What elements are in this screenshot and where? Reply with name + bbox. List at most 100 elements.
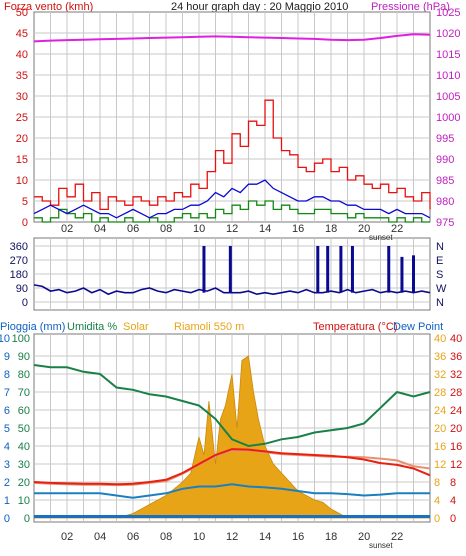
x-tick-label: 02 [61, 223, 73, 235]
solar-tick-label: 12 [434, 459, 446, 471]
x-tick-label: 12 [226, 531, 238, 543]
rain-line [34, 483, 430, 499]
y2-tick-label: 985 [436, 175, 454, 187]
sunset-label-top: sunset [369, 233, 393, 242]
direction-tick-label: 0 [22, 297, 28, 309]
humidity-line [33, 364, 431, 448]
rain-tick-label: 2 [4, 477, 10, 489]
x-tick-label: 02 [61, 531, 73, 543]
y2-tick-label: 1000 [436, 112, 460, 124]
wind-speed-title: Forza vento (kmh) [4, 1, 93, 13]
compass-tick-label: S [436, 269, 443, 281]
y2-tick-label: 1020 [436, 28, 460, 40]
temperature-line [33, 448, 431, 486]
temp-tick-label: 28 [450, 387, 462, 399]
y-tick-label: 15 [16, 154, 28, 166]
y-tick-label: 10 [16, 175, 28, 187]
y-tick-label: 35 [16, 70, 28, 82]
y2-tick-label: 1015 [436, 49, 460, 61]
humidity-tick-label: 90 [18, 351, 30, 363]
humidity-tick-label: 10 [18, 495, 30, 507]
y2-tick-label: 995 [436, 133, 454, 145]
compass-tick-label: E [436, 255, 443, 267]
temp-tick-label: 20 [450, 423, 462, 435]
rain-tick-label: 9 [4, 351, 10, 363]
rain-tick-label: 5 [4, 423, 10, 435]
solar-tick-label: 32 [434, 369, 446, 381]
temperature-title: Temperatura (°C) [313, 321, 397, 333]
solar-tick-label: 20 [434, 423, 446, 435]
altitude-title: Riamoli 550 m [174, 321, 244, 333]
temp-tick-label: 36 [450, 351, 462, 363]
plot-layer: 0202040406060808101012121414161618182020… [0, 7, 462, 543]
wind-gust-line [34, 99, 431, 211]
rain-tick-label: 8 [4, 369, 10, 381]
x-tick-label: 04 [94, 531, 106, 543]
temp-tick-label: 8 [450, 477, 456, 489]
x-tick-label: 14 [259, 223, 271, 235]
x-tick-label: 10 [193, 223, 205, 235]
x-tick-label: 08 [160, 531, 172, 543]
direction-spike [202, 246, 206, 293]
direction-tick-label: 90 [16, 283, 28, 295]
solar-tick-label: 40 [434, 333, 446, 345]
y-tick-label: 25 [16, 112, 28, 124]
humidity-tick-label: 20 [18, 477, 30, 489]
solar-title: Solar [123, 321, 149, 333]
rain-tick-label: 4 [4, 441, 10, 453]
y-tick-label: 5 [22, 196, 28, 208]
direction-line [33, 284, 431, 296]
graph-title: 24 hour graph day : 20 Maggio 2010 [171, 1, 348, 13]
temp-tick-label: 40 [450, 333, 462, 345]
temp-tick-label: 0 [450, 513, 456, 525]
y2-tick-label: 1005 [436, 91, 460, 103]
wind-low-line [34, 200, 430, 223]
y-tick-label: 45 [16, 28, 28, 40]
temp-tick-label: 12 [450, 459, 462, 471]
direction-tick-label: 180 [10, 269, 28, 281]
solar-tick-label: 28 [434, 387, 446, 399]
direction-spike [339, 246, 343, 293]
humidity-tick-label: 30 [18, 459, 30, 471]
x-tick-label: 16 [292, 223, 304, 235]
x-tick-label: 06 [127, 531, 139, 543]
humidity-tick-label: 60 [18, 405, 30, 417]
x-tick-label: 18 [325, 531, 337, 543]
temp-tick-label: 32 [450, 369, 462, 381]
direction-spike [350, 246, 354, 293]
x-tick-label: 12 [226, 223, 238, 235]
direction-spike [326, 246, 330, 293]
sunset-label-bottom: sunset [369, 541, 393, 550]
humidity-tick-label: 80 [18, 369, 30, 381]
humidity-tick-label: 100 [12, 333, 30, 345]
y2-tick-label: 980 [436, 196, 454, 208]
x-tick-label: 06 [127, 223, 139, 235]
direction-spike [228, 246, 232, 293]
x-tick-label: 20 [358, 223, 370, 235]
x-tick-label: 20 [358, 531, 370, 543]
y-tick-label: 50 [16, 7, 28, 19]
dewpoint-title: Dew Point [393, 321, 443, 333]
compass-tick-label: W [436, 283, 447, 295]
temp-tick-label: 24 [450, 405, 462, 417]
y2-tick-label: 975 [436, 217, 454, 229]
y2-tick-label: 1025 [436, 7, 460, 19]
direction-spike [316, 246, 320, 293]
x-tick-label: 16 [292, 531, 304, 543]
direction-spike [387, 246, 391, 293]
humidity-tick-label: 50 [18, 423, 30, 435]
compass-tick-label: N [436, 297, 444, 309]
y-tick-label: 0 [22, 217, 28, 229]
y2-tick-label: 990 [436, 154, 454, 166]
solar-tick-label: 16 [434, 441, 446, 453]
solar-tick-label: 8 [434, 477, 440, 489]
rain-tick-label: 0 [4, 513, 10, 525]
solar-tick-label: 0 [434, 513, 440, 525]
y-tick-label: 20 [16, 133, 28, 145]
x-tick-label: 04 [94, 223, 106, 235]
y2-tick-label: 1010 [436, 70, 460, 82]
direction-spike [412, 255, 415, 293]
y-tick-label: 40 [16, 49, 28, 61]
direction-tick-label: 270 [10, 255, 28, 267]
